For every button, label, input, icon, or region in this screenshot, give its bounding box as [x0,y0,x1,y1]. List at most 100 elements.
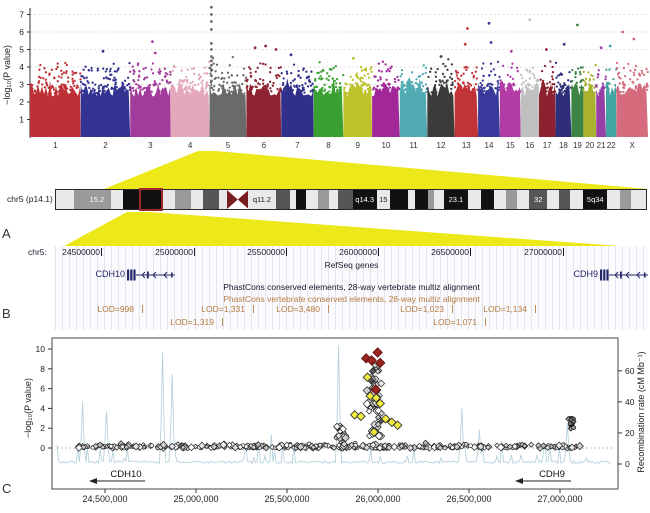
band [317,190,329,209]
ideogram-title: chr5 (p14.1) [7,194,53,204]
manhattan-points-chr19 [571,66,585,137]
coordinate-tick [101,248,102,256]
manhattan-points-chr2 [79,61,132,137]
gene-glyph-cdh9 [600,269,650,281]
coordinate-label: 25000000 [155,247,193,257]
band [174,190,191,209]
genome-browser-panel: RefSeq genes PhastCons conserved element… [55,246,648,330]
band-label: 32 [534,194,543,204]
coordinate-label: 26000000 [339,247,377,257]
chrom-label-20: 20 [585,141,594,150]
regional-association-plot-canvas: 0 2 4 6 8 10 0 20 40 60 −log₁₀(P value) Recombinati… [23,337,646,504]
manhattan-points-chr1 [29,61,82,137]
band [305,190,318,209]
yellow-highlight-snps [349,372,403,437]
lod-score-label: LOD=1,071 [433,317,477,327]
chrom-label-3: 3 [148,141,153,150]
band-label: q14.3 [355,194,375,204]
manhattan-points-chr13 [453,65,479,137]
manhattan-points-chr14 [478,60,501,137]
coordinate-tick [286,248,287,256]
chrom-label-12: 12 [437,141,446,150]
lod-score-label: LOD=1,319 [170,317,214,327]
band [481,190,495,209]
section-label-c: C [2,481,12,496]
band [338,190,353,209]
left-tick-label: 4 [40,403,45,413]
manhattan-points-chr9 [343,65,373,137]
band [123,190,142,209]
lod-tick [328,305,329,313]
band-label: 5q34 [586,194,604,204]
chrom-label-2: 2 [103,141,108,150]
chrom-label-X: X [630,141,636,150]
section-label-a: A [2,226,11,241]
zoom-beam-top [104,151,648,189]
manhattan-points-chr4 [170,60,211,137]
chrom-label-10: 10 [382,141,391,150]
chr5-peak-column [210,5,213,83]
coordinate-label: 26500000 [431,247,469,257]
right-tick-label: 40 [625,397,635,407]
band [506,190,518,209]
manhattan-points-chr15 [498,62,522,137]
manhattan-points-chr7 [280,63,315,137]
chrom-label-22: 22 [607,141,616,150]
notable-hits [101,18,636,60]
x-tick-label: 27,000,000 [537,494,582,504]
coordinate-tick [563,248,564,256]
chrom-label-16: 16 [525,141,534,150]
band [290,190,297,209]
svg-text:CDH10: CDH10 [110,469,141,480]
band [494,190,507,209]
y-tick-label: 4 [19,62,24,72]
lod-score-label: LOD=1,134 [483,304,527,314]
chrom-label-6: 6 [262,141,267,150]
y-tick-label: 6 [19,27,24,37]
lod-score-label: LOD=1,023 [400,304,444,314]
gene-label-cdh10: CDH10 [95,269,125,279]
chrom-label-17: 17 [543,141,552,150]
y-tick-label: 7 [19,10,24,20]
band-label: 23.1 [448,194,464,204]
chrom-label-13: 13 [462,141,471,150]
band [202,190,220,209]
browser-position-label: chr5: [28,247,47,257]
zoom-beam-bottom [64,212,620,246]
chr5-ideogram: 15.2 q11.2 q14.3 15 23.1 32 5q34 [55,188,647,211]
svg-text:CDH9: CDH9 [539,469,565,480]
band [389,190,408,209]
lod-tick [253,305,254,313]
left-tick-label: 8 [40,364,45,374]
lod-score-label: LOD=1,331 [201,304,245,314]
band [328,190,339,209]
chrom-label-8: 8 [326,141,331,150]
chrom-label-7: 7 [295,141,300,150]
coordinate-label: 27000000 [524,247,562,257]
band [74,190,83,209]
x-tick-label: 25,500,000 [264,494,309,504]
y-tick-label: 1 [19,115,24,125]
right-tick-label: 60 [625,366,635,376]
lod-tick [222,318,223,326]
refseq-track-label: RefSeq genes [324,260,379,270]
band-label: 15.2 [89,194,105,204]
y-tick-label: 3 [19,80,24,90]
left-bump-snps [333,422,350,452]
recombination-rate-line [56,345,611,465]
manhattan-points-chr20 [582,63,597,137]
band-32: 32 [529,190,548,209]
lod-tick [142,305,143,313]
manhattan-points-chr6 [245,62,282,137]
band-label: q11.2 [252,194,272,204]
band [296,190,306,209]
left-tick-label: 0 [40,443,45,453]
left-tick-label: 2 [40,423,45,433]
band [607,190,621,209]
band [56,190,75,209]
band [559,190,571,209]
background-snps [75,439,584,452]
right-tick-label: 20 [625,428,635,438]
lod-tick [485,318,486,326]
centromere [226,190,249,209]
